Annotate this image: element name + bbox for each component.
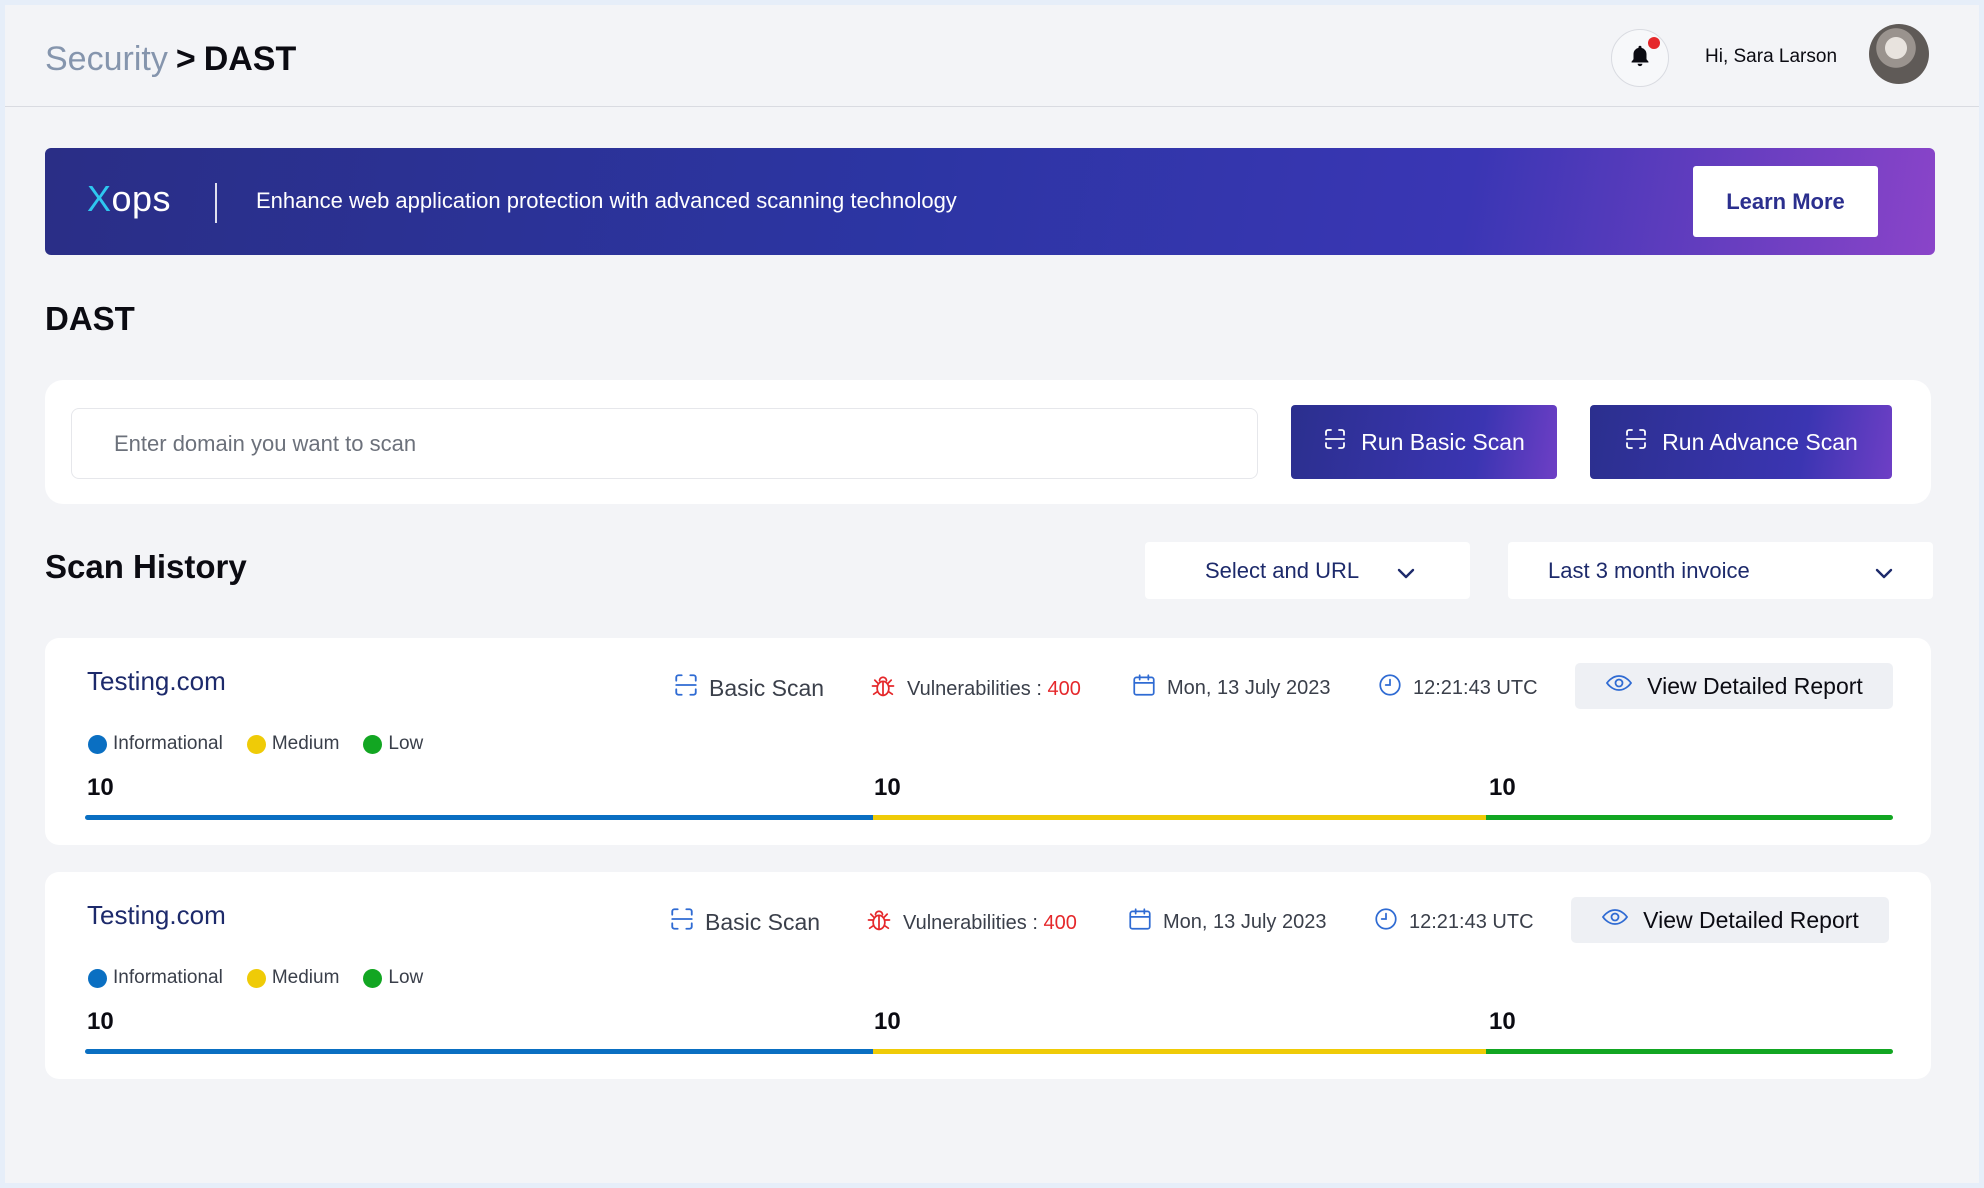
severity-bar-informational bbox=[85, 1049, 873, 1054]
severity-bar-informational bbox=[85, 815, 873, 820]
scan-history-title: Scan History bbox=[45, 548, 247, 585]
scan-date: Mon, 13 July 2023 bbox=[1131, 672, 1330, 704]
url-filter-label: Select and URL bbox=[1205, 558, 1360, 583]
calendar-icon bbox=[1131, 672, 1157, 704]
scan-type-label: Basic Scan bbox=[705, 908, 821, 935]
severity-bar-medium bbox=[873, 1049, 1486, 1054]
medium-count: 10 bbox=[874, 774, 901, 801]
top-header: Security > DAST Hi, Sara Larson bbox=[5, 5, 1979, 107]
notifications-button[interactable] bbox=[1611, 29, 1669, 87]
low-count: 10 bbox=[1489, 1008, 1516, 1035]
severity-legend: Informational Medium Low bbox=[88, 733, 423, 755]
run-advance-scan-label: Run Advance Scan bbox=[1662, 428, 1858, 455]
bell-icon bbox=[1627, 43, 1653, 74]
scan-type: Basic Scan bbox=[669, 906, 820, 938]
informational-count: 10 bbox=[87, 1008, 114, 1035]
severity-legend: Informational Medium Low bbox=[88, 967, 423, 989]
vuln-count: 400 bbox=[1043, 911, 1077, 934]
legend-informational: Informational bbox=[88, 733, 223, 755]
breadcrumb-current: DAST bbox=[203, 40, 297, 78]
scan-form-card: Run Basic Scan Run Advance Scan bbox=[45, 380, 1931, 504]
app-frame: Security > DAST Hi, Sara Larson Xops Enhan… bbox=[5, 5, 1979, 1183]
breadcrumb-parent-link[interactable]: Security bbox=[45, 40, 168, 78]
scan-date: Mon, 13 July 2023 bbox=[1127, 906, 1326, 938]
view-detailed-report-button[interactable]: View Detailed Report bbox=[1571, 897, 1889, 943]
view-detailed-report-button[interactable]: View Detailed Report bbox=[1575, 663, 1893, 709]
scan-icon bbox=[1624, 427, 1648, 457]
chevron-down-icon bbox=[1395, 562, 1417, 588]
scan-icon bbox=[669, 906, 695, 938]
scan-type-label: Basic Scan bbox=[709, 674, 825, 701]
run-advance-scan-button[interactable]: Run Advance Scan bbox=[1590, 405, 1892, 479]
breadcrumb-separator: > bbox=[175, 40, 196, 78]
severity-bar-low bbox=[1486, 815, 1893, 820]
informational-count: 10 bbox=[87, 774, 114, 801]
eye-icon bbox=[1605, 671, 1633, 701]
user-greeting: Hi, Sara Larson bbox=[1705, 46, 1838, 67]
low-count: 10 bbox=[1489, 774, 1516, 801]
legend-medium: Medium bbox=[246, 967, 339, 989]
scan-time: 12:21:43 UTC bbox=[1377, 672, 1538, 704]
page-title: DAST bbox=[45, 300, 135, 337]
medium-count: 10 bbox=[874, 1008, 901, 1035]
scan-domain[interactable]: Testing.com bbox=[87, 900, 226, 930]
period-filter-dropdown[interactable]: Last 3 month invoice bbox=[1508, 542, 1933, 599]
scan-icon bbox=[673, 672, 699, 704]
eye-icon bbox=[1601, 905, 1629, 935]
run-basic-scan-label: Run Basic Scan bbox=[1361, 428, 1525, 455]
severity-bar-medium bbox=[873, 815, 1486, 820]
brand-logo: Xops bbox=[87, 178, 172, 219]
scan-domain[interactable]: Testing.com bbox=[87, 666, 226, 696]
severity-bar bbox=[85, 1049, 1893, 1054]
breadcrumb: Security > DAST bbox=[45, 37, 296, 81]
bug-icon bbox=[865, 906, 893, 940]
legend-low: Low bbox=[363, 967, 423, 989]
scan-time: 12:21:43 UTC bbox=[1373, 906, 1534, 938]
banner-text: Enhance web application protection with … bbox=[256, 188, 957, 213]
scan-history-item: Testing.com Basic Scan Vulnerabilities :… bbox=[45, 638, 1931, 845]
scan-history-item: Testing.com Basic Scan Vulnerabilities :… bbox=[45, 872, 1931, 1079]
legend-low: Low bbox=[363, 733, 423, 755]
severity-bar-low bbox=[1486, 1049, 1893, 1054]
vulnerabilities-count: Vulnerabilities : 400 bbox=[869, 672, 1081, 706]
period-filter-label: Last 3 month invoice bbox=[1548, 558, 1750, 583]
run-basic-scan-button[interactable]: Run Basic Scan bbox=[1291, 405, 1557, 479]
clock-icon bbox=[1373, 906, 1399, 938]
banner-divider bbox=[215, 183, 217, 223]
notification-badge bbox=[1648, 37, 1660, 49]
clock-icon bbox=[1377, 672, 1403, 704]
vuln-count: 400 bbox=[1047, 677, 1081, 700]
chevron-down-icon bbox=[1873, 562, 1895, 588]
promo-banner: Xops Enhance web application protection … bbox=[45, 148, 1935, 255]
bug-icon bbox=[869, 672, 897, 706]
scan-type: Basic Scan bbox=[673, 672, 824, 704]
domain-input[interactable] bbox=[71, 408, 1258, 479]
url-filter-dropdown[interactable]: Select and URL bbox=[1145, 542, 1470, 599]
avatar[interactable] bbox=[1869, 24, 1929, 84]
calendar-icon bbox=[1127, 906, 1153, 938]
learn-more-button[interactable]: Learn More bbox=[1693, 166, 1878, 237]
legend-medium: Medium bbox=[246, 733, 339, 755]
scan-icon bbox=[1323, 427, 1347, 457]
vulnerabilities-count: Vulnerabilities : 400 bbox=[865, 906, 1077, 940]
legend-informational: Informational bbox=[88, 967, 223, 989]
severity-bar bbox=[85, 815, 1893, 820]
